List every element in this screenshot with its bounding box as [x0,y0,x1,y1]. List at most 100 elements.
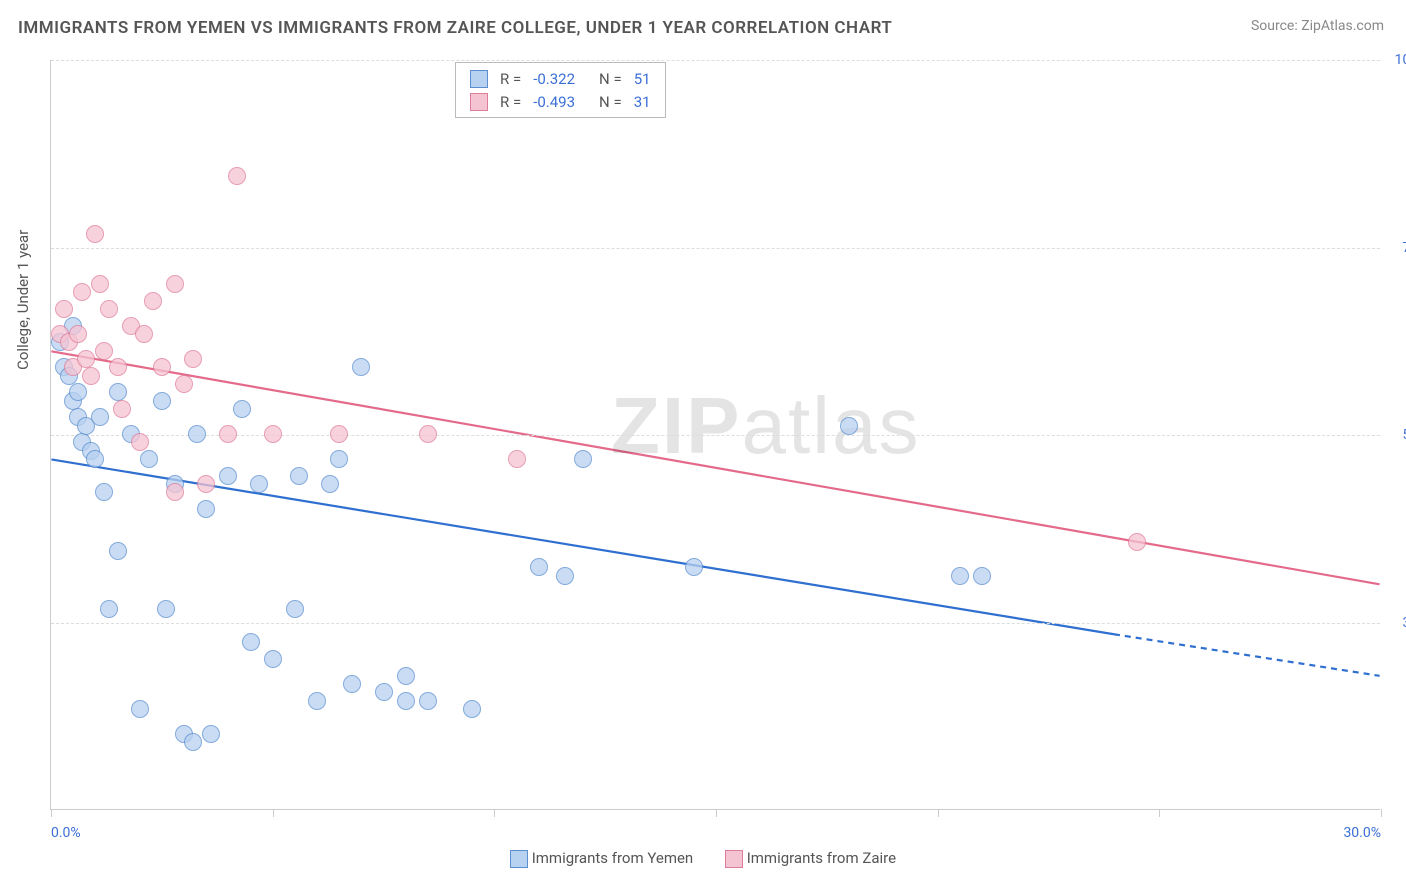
data-point-b [197,475,215,493]
source-label: Source: ZipAtlas.com [1251,18,1384,34]
data-point-a [69,383,87,401]
data-point-b [1128,533,1146,551]
xtick [1381,809,1382,817]
data-point-a [290,467,308,485]
swatch-icon [725,850,743,868]
data-point-a [219,467,237,485]
gridline [51,623,1380,624]
data-point-a [188,425,206,443]
data-point-a [153,392,171,410]
data-point-b [166,483,184,501]
data-point-b [73,283,91,301]
data-point-b [153,358,171,376]
data-point-a [685,558,703,576]
data-point-b [219,425,237,443]
data-point-a [973,567,991,585]
stats-row-a: R = -0.322 N = 51 [464,67,657,90]
data-point-a [574,450,592,468]
gridline [51,60,1380,61]
data-point-a [556,567,574,585]
legend-label-b: Immigrants from Zaire [747,849,896,867]
swatch-series-a [470,70,488,88]
data-point-a [352,358,370,376]
swatch-icon [510,850,528,868]
ytick-label: 77.5% [1385,240,1406,256]
xtick [716,809,717,817]
data-point-a [95,483,113,501]
data-point-a [250,475,268,493]
data-point-a [419,692,437,710]
ytick-label: 55.0% [1385,427,1406,443]
data-point-b [419,425,437,443]
stat-r-b: -0.493 [527,90,581,113]
data-point-b [131,433,149,451]
data-point-a [91,408,109,426]
legend-label-a: Immigrants from Yemen [532,849,694,867]
watermark: ZIPatlas [611,380,920,472]
data-point-a [343,675,361,693]
data-point-a [308,692,326,710]
stats-legend: R = -0.322 N = 51 R = -0.493 N = 31 [455,62,666,118]
data-point-a [184,733,202,751]
data-point-a [233,400,251,418]
data-point-b [228,167,246,185]
plot-area: ZIPatlas 100.0%77.5%55.0%32.5%0.0%30.0% [50,60,1380,810]
data-point-a [109,383,127,401]
xtick [1159,809,1160,817]
xtick [51,809,52,817]
xtick [938,809,939,817]
data-point-a [157,600,175,618]
series-legend: Immigrants from Yemen Immigrants from Za… [0,849,1406,868]
data-point-a [109,542,127,560]
ytick-label: 32.5% [1385,615,1406,631]
stat-n-b: 31 [628,90,657,113]
data-point-b [55,300,73,318]
data-point-a [530,558,548,576]
stat-n-a: 51 [628,67,657,90]
data-point-b [82,367,100,385]
data-point-a [951,567,969,585]
xtick [494,809,495,817]
xtick-label: 30.0% [1343,825,1381,841]
data-point-a [330,450,348,468]
data-point-a [397,692,415,710]
data-point-a [100,600,118,618]
data-point-b [166,275,184,293]
data-point-b [100,300,118,318]
stats-table: R = -0.322 N = 51 R = -0.493 N = 31 [464,67,657,113]
stats-row-b: R = -0.493 N = 31 [464,90,657,113]
data-point-a [140,450,158,468]
xtick [273,809,274,817]
data-point-b [77,350,95,368]
y-axis-label: College, Under 1 year [14,230,32,370]
watermark-rest: atlas [741,381,920,470]
gridline [51,435,1380,436]
xtick-label: 0.0% [51,825,81,841]
data-point-a [375,683,393,701]
data-point-b [113,400,131,418]
data-point-b [95,342,113,360]
stat-r-a: -0.322 [527,67,581,90]
data-point-a [397,667,415,685]
gridline [51,248,1380,249]
data-point-b [508,450,526,468]
data-point-a [197,500,215,518]
data-point-b [330,425,348,443]
data-point-a [242,633,260,651]
data-point-b [69,325,87,343]
data-point-a [264,650,282,668]
data-point-a [840,417,858,435]
watermark-bold: ZIP [611,381,741,470]
data-point-a [463,700,481,718]
swatch-series-b [470,93,488,111]
data-point-b [109,358,127,376]
data-point-b [91,275,109,293]
data-point-b [144,292,162,310]
data-point-a [286,600,304,618]
legend-item-a: Immigrants from Yemen [510,849,693,868]
legend-item-b: Immigrants from Zaire [725,849,896,868]
data-point-b [135,325,153,343]
data-point-a [321,475,339,493]
data-point-a [202,725,220,743]
ytick-label: 100.0% [1385,52,1406,68]
